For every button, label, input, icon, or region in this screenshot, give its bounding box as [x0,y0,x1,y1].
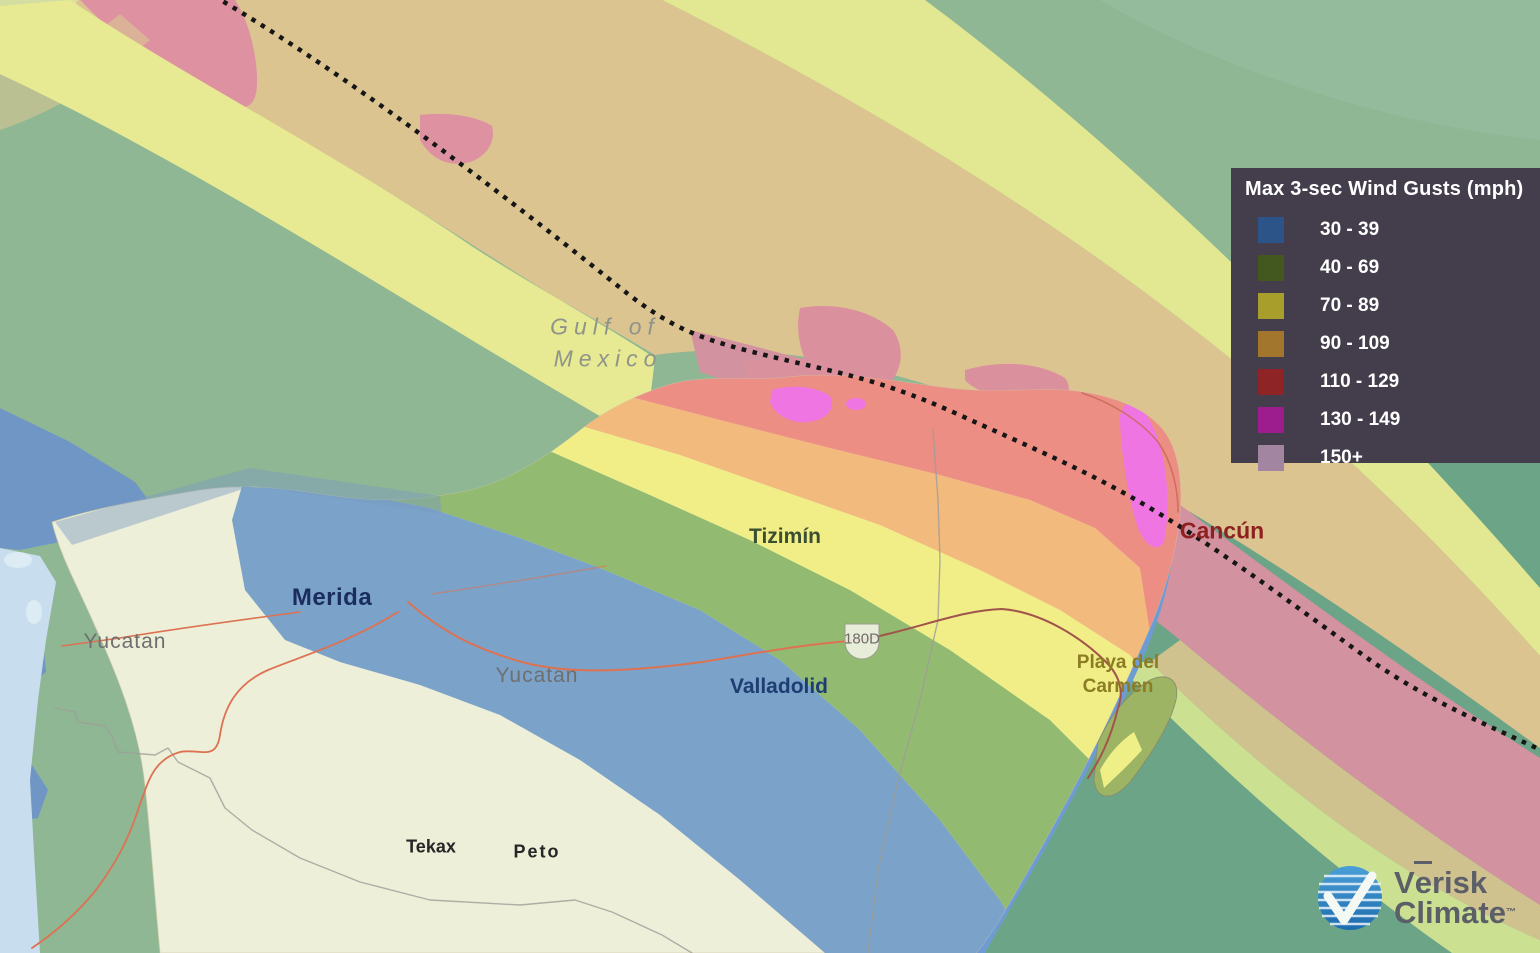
legend-row-3: 90 - 109 [1245,325,1540,363]
verisk-globe-icon [1318,866,1382,930]
legend-row-2: 70 - 89 [1245,287,1540,325]
legend-swatch [1258,369,1284,395]
coastal-overlap-strip [55,468,442,545]
wind-band-70-89-land [552,425,1168,850]
legend-label: 130 - 149 [1320,409,1401,430]
legend-swatch [1258,293,1284,319]
legend-label: 150+ [1320,447,1363,468]
legend-row-0: 30 - 39 [1245,211,1540,249]
road-cancun-coast [1081,392,1179,513]
legend-row-6: 150+ [1245,439,1540,477]
wind-band-70-89-water-sw [1115,662,1540,953]
highway-180-east [861,608,1122,779]
legend-swatch [1258,445,1284,471]
state-boundary [867,429,941,953]
wind-band-90-109-land [578,392,1172,705]
legend-title: Max 3-sec Wind Gusts (mph) [1245,178,1524,200]
legend-row-5: 130 - 149 [1245,401,1540,439]
lagoon-spot-2 [26,600,42,624]
legend-row-4: 110 - 129 [1245,363,1540,401]
road-merida-west [61,611,301,647]
pink-blob-n [420,113,494,164]
hurricane-track-line [216,0,1540,753]
wind-band-30-39-land [232,466,1030,953]
cozumel-yellow-band [1100,732,1142,788]
wind-band-110-129-land [585,375,1181,632]
legend-label: 40 - 69 [1320,257,1380,278]
road-north-coast [431,565,607,595]
legend-label: 70 - 89 [1320,295,1380,316]
green-band-variation [1100,0,1540,140]
logo-line-verisk: Verisk [1394,865,1488,900]
road-merida-south [31,611,399,949]
legend-swatch [1258,331,1284,357]
verisk-climate-logo: Verisk Climate™ [1316,864,1516,932]
highway-180-west [407,601,863,672]
legend-label: 30 - 39 [1320,219,1380,240]
highway-shield [844,623,880,660]
wind-band-130-149-cancun [1120,398,1168,548]
logo-line-climate: Climate™ [1394,895,1516,930]
legend-label: 110 - 129 [1320,371,1400,392]
legend-row-1: 40 - 69 [1245,249,1540,287]
wind-band-130-149-blob-2 [846,398,866,410]
legend-swatch [1258,217,1284,243]
wind-band-70-89-water-sw-gulf [0,0,655,442]
municipal-boundary [54,707,693,953]
lagoon-spot [4,552,32,568]
legend-items: 30 - 39 40 - 69 70 - 89 90 - 109 110 - 129 13… [1245,211,1540,477]
wind-band-130-149-blob [770,386,832,423]
legend-swatch [1258,407,1284,433]
wind-band-90-109-water [70,0,1540,748]
trademark-symbol: ™ [1505,907,1516,918]
verisk-climate-wordmark: Verisk Climate™ [1394,865,1516,930]
open-water [0,548,56,953]
legend-swatch [1258,255,1284,281]
legend-label: 90 - 109 [1320,333,1390,354]
wind-band-90-109-water-sw [1150,640,1540,940]
wind-gust-legend: Max 3-sec Wind Gusts (mph) 30 - 39 40 - 6… [1231,168,1540,471]
